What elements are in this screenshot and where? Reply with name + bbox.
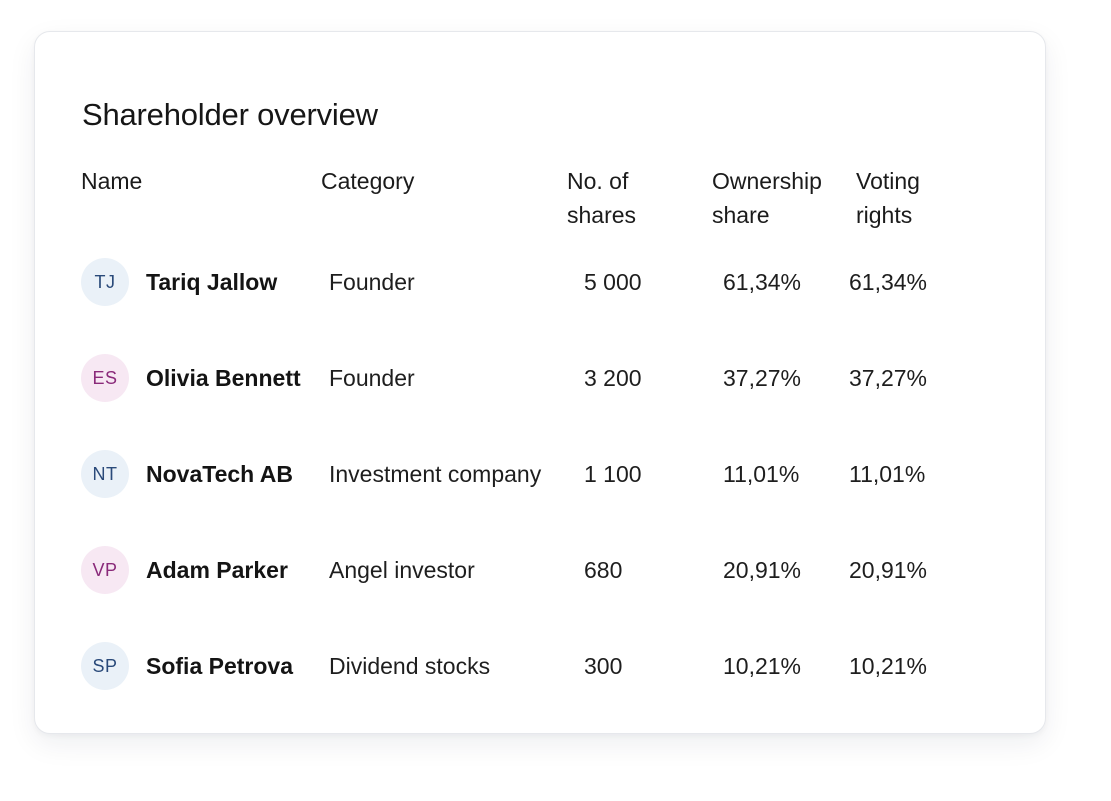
table-row[interactable]: SP Sofia Petrova Dividend stocks 300 10,… [35, 640, 1045, 692]
category-cell: Dividend stocks [329, 653, 491, 679]
ownership-cell: 10,21% [723, 653, 802, 679]
table-row[interactable]: ES Olivia Bennett Founder 3 200 37,27% 3… [35, 352, 1045, 404]
table-row[interactable]: VP Adam Parker Angel investor 680 20,91%… [35, 544, 1045, 596]
column-header-voting-line1: Voting [856, 168, 920, 194]
table-row[interactable]: NT NovaTech AB Investment company 1 100 … [35, 448, 1045, 500]
column-header-shares-line1: No. of [567, 168, 629, 194]
column-header-name: Name [81, 164, 142, 198]
column-header-category: Category [321, 164, 414, 198]
shares-cell: 3 200 [584, 365, 642, 391]
voting-cell: 10,21% [849, 653, 928, 679]
table-row[interactable]: TJ Tariq Jallow Founder 5 000 61,34% 61,… [35, 256, 1045, 308]
column-header-shares: No. of shares [567, 164, 636, 232]
column-header-ownership-line2: share [712, 202, 770, 228]
shareholder-name: Tariq Jallow [146, 269, 278, 295]
avatar: TJ [81, 258, 129, 306]
ownership-cell: 61,34% [723, 269, 802, 295]
voting-cell: 20,91% [849, 557, 928, 583]
column-header-voting-line2: rights [856, 202, 913, 228]
avatar: ES [81, 354, 129, 402]
shareholder-name: NovaTech AB [146, 461, 293, 487]
shares-cell: 680 [584, 557, 623, 583]
category-cell: Investment company [329, 461, 542, 487]
column-header-name-label: Name [81, 168, 143, 194]
shareholder-name: Adam Parker [146, 557, 288, 583]
category-cell: Founder [329, 269, 415, 295]
avatar: VP [81, 546, 129, 594]
shareholder-card: Shareholder overview Name Category No. o… [34, 31, 1046, 734]
shares-cell: 300 [584, 653, 623, 679]
avatar: NT [81, 450, 129, 498]
column-header-ownership-line1: Ownership [712, 168, 822, 194]
column-header-shares-line2: shares [567, 202, 637, 228]
shareholder-name: Olivia Bennett [146, 365, 301, 391]
ownership-cell: 37,27% [723, 365, 802, 391]
category-cell: Founder [329, 365, 415, 391]
voting-cell: 11,01% [849, 461, 926, 487]
avatar: SP [81, 642, 129, 690]
ownership-cell: 11,01% [723, 461, 800, 487]
voting-cell: 61,34% [849, 269, 928, 295]
shares-cell: 5 000 [584, 269, 642, 295]
shareholder-name: Sofia Petrova [146, 653, 293, 679]
column-header-category-label: Category [321, 168, 415, 194]
voting-cell: 37,27% [849, 365, 928, 391]
card-title: Shareholder overview [82, 97, 378, 132]
category-cell: Angel investor [329, 557, 475, 583]
column-header-voting: Voting rights [856, 164, 920, 232]
column-header-ownership: Ownership share [712, 164, 822, 232]
shares-cell: 1 100 [584, 461, 642, 487]
ownership-cell: 20,91% [723, 557, 802, 583]
